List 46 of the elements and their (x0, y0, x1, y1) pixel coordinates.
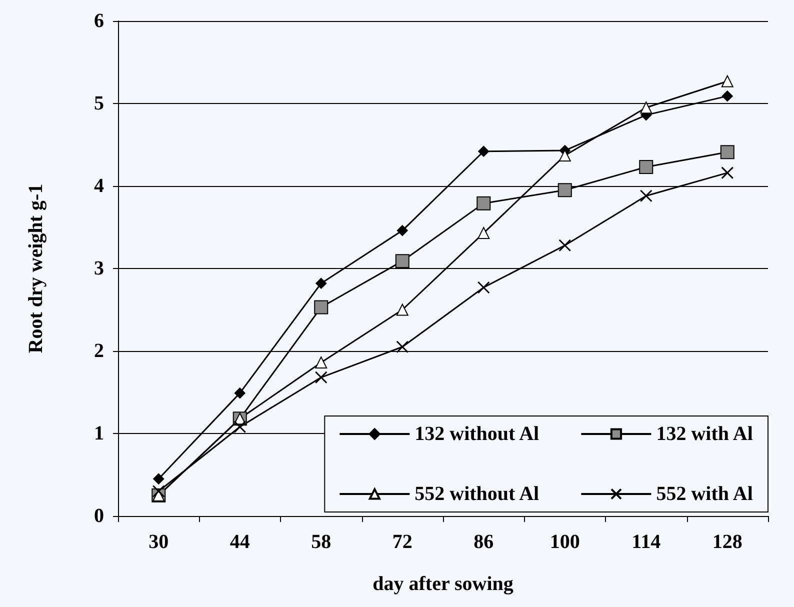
point (721, 166, 734, 180)
point (478, 227, 490, 240)
point (395, 254, 410, 268)
y-tick-label: 4 (94, 175, 104, 197)
x-tick-label: 58 (311, 531, 332, 553)
point (558, 183, 572, 198)
point (478, 146, 490, 157)
point (234, 388, 246, 399)
point (639, 160, 654, 174)
point (396, 304, 408, 316)
x-tick-label: 30 (148, 531, 169, 553)
point (314, 371, 328, 384)
point (152, 485, 165, 498)
y-tick-label: 1 (94, 422, 104, 444)
legend-label: 132 without Al (414, 423, 540, 445)
point (234, 420, 246, 434)
x-tick-label: 100 (550, 531, 580, 553)
point (722, 90, 733, 102)
point (640, 190, 652, 202)
point (396, 340, 409, 354)
point (720, 145, 734, 160)
x-tick-label: 86 (474, 531, 494, 553)
x-tick-label: 128 (712, 531, 742, 553)
point (316, 278, 327, 289)
legend-label: 132 with Al (656, 423, 754, 445)
y-tick-label: 5 (94, 92, 104, 114)
x-tick-label: 72 (392, 531, 412, 553)
point (477, 281, 490, 294)
legend-label: 552 without Al (414, 483, 540, 505)
point (476, 196, 491, 210)
x-axis-title: day after sowing (372, 573, 514, 595)
point (396, 225, 408, 236)
y-tick-label: 2 (94, 340, 104, 362)
y-tick-label: 6 (94, 10, 104, 32)
point (314, 300, 328, 314)
legend-label: 552 with Al (656, 483, 754, 505)
x-tick-label: 44 (230, 531, 250, 553)
y-tick-label: 3 (94, 258, 104, 280)
point (721, 75, 734, 88)
point (640, 102, 652, 114)
point (153, 473, 164, 484)
y-tick-label: 0 (94, 505, 104, 527)
x-tick-label: 114 (632, 531, 661, 553)
y-axis-title: Root dry weight g-1 (25, 184, 47, 354)
point (315, 356, 328, 369)
point (558, 239, 572, 252)
